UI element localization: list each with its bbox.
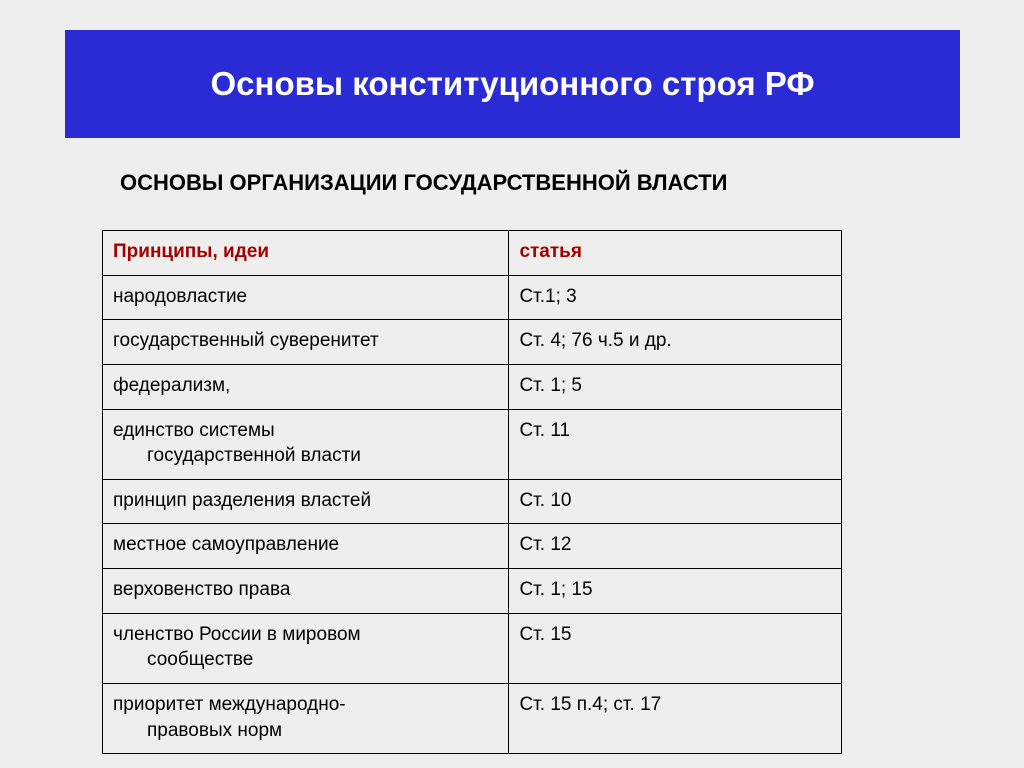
page-title: Основы конституционного строя РФ [210,65,814,103]
table-row: государственный суверенитет Ст. 4; 76 ч.… [103,320,842,365]
cell-principle: местное самоуправление [103,524,509,569]
title-bar: Основы конституционного строя РФ [65,30,960,138]
table-row: верховенство права Ст. 1; 15 [103,569,842,614]
cell-principle: федерализм, [103,364,509,409]
cell-principle: принцип разделения властей [103,479,509,524]
table-row: приоритет международно- правовых норм Ст… [103,684,842,754]
cell-principle: приоритет международно- правовых норм [103,684,509,754]
table-row: народовластие Ст.1; 3 [103,275,842,320]
principles-table: Принципы, идеи статья народовластие Ст.1… [102,230,842,754]
cell-article: Ст. 12 [509,524,842,569]
cell-article: Ст. 4; 76 ч.5 и др. [509,320,842,365]
table-row: членство России в мировом сообществе Ст.… [103,613,842,683]
cell-principle: членство России в мировом сообществе [103,613,509,683]
cell-article: Ст. 1; 15 [509,569,842,614]
table-wrapper: Принципы, идеи статья народовластие Ст.1… [102,230,842,754]
cell-article: Ст. 1; 5 [509,364,842,409]
col-header-article: статья [509,231,842,276]
slide: Основы конституционного строя РФ ОСНОВЫ … [0,0,1024,768]
cell-article: Ст. 11 [509,409,842,479]
table-header-row: Принципы, идеи статья [103,231,842,276]
cell-article: Ст. 10 [509,479,842,524]
col-header-principle: Принципы, идеи [103,231,509,276]
table-row: единство системы государственной власти … [103,409,842,479]
table-row: местное самоуправление Ст. 12 [103,524,842,569]
cell-principle: верховенство права [103,569,509,614]
table-row: федерализм, Ст. 1; 5 [103,364,842,409]
cell-article: Ст. 15 п.4; ст. 17 [509,684,842,754]
table-row: принцип разделения властей Ст. 10 [103,479,842,524]
cell-article: Ст. 15 [509,613,842,683]
subheading: ОСНОВЫ ОРГАНИЗАЦИИ ГОСУДАРСТВЕННОЙ ВЛАСТ… [120,170,920,196]
cell-article: Ст.1; 3 [509,275,842,320]
cell-principle: единство системы государственной власти [103,409,509,479]
cell-principle: народовластие [103,275,509,320]
cell-principle: государственный суверенитет [103,320,509,365]
